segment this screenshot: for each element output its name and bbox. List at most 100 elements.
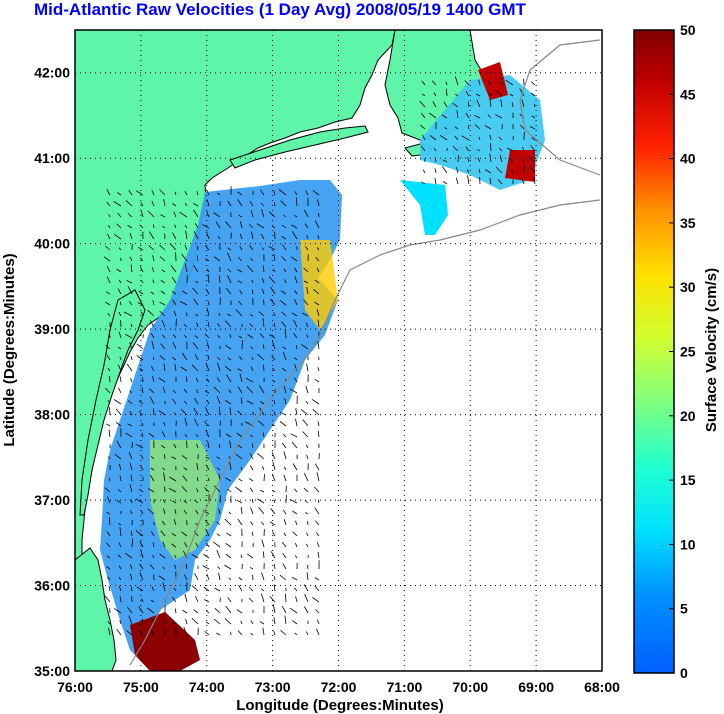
velocity-arrow — [148, 231, 155, 240]
velocity-arrow — [162, 225, 166, 229]
velocity-arrow — [161, 520, 166, 526]
velocity-arrow — [225, 320, 232, 328]
velocity-arrow — [281, 256, 287, 262]
velocity-arrow — [225, 605, 232, 614]
velocity-arrow — [181, 455, 188, 460]
velocity-arrow — [431, 80, 437, 86]
lon-tick-label: 71:00 — [386, 679, 422, 695]
velocity-arrow — [192, 287, 199, 295]
velocity-arrow — [163, 421, 166, 427]
velocity-arrow — [258, 420, 265, 427]
velocity-arrow — [195, 434, 199, 438]
velocity-arrow — [193, 230, 199, 240]
velocity-arrow — [461, 135, 470, 141]
velocity-arrow — [183, 324, 188, 328]
velocity-arrow — [454, 126, 459, 130]
velocity-arrow — [196, 322, 199, 328]
velocity-arrow — [268, 245, 276, 251]
velocity-arrow — [262, 318, 265, 328]
velocity-arrow — [240, 506, 243, 515]
velocity-arrow — [227, 313, 232, 317]
velocity-arrow — [169, 476, 177, 482]
velocity-arrow — [124, 552, 133, 559]
velocity-arrow — [495, 114, 503, 119]
velocity-field-high — [300, 240, 338, 330]
velocity-arrow — [191, 364, 199, 372]
velocity-arrow — [295, 418, 298, 427]
velocity-arrow — [490, 143, 492, 152]
velocity-arrow — [238, 300, 243, 306]
velocity-arrow — [530, 145, 536, 152]
velocity-arrow — [292, 531, 298, 537]
velocity-arrow — [118, 279, 122, 284]
velocity-arrow — [432, 101, 437, 108]
velocity-arrow — [181, 531, 188, 537]
velocity-arrow — [522, 159, 525, 163]
velocity-arrow — [205, 362, 210, 372]
velocity-arrow — [197, 245, 199, 251]
velocity-arrow — [261, 572, 265, 581]
velocity-arrow — [105, 291, 111, 295]
velocity-arrow — [108, 627, 111, 636]
velocity-arrow — [294, 555, 298, 559]
velocity-arrow — [213, 256, 221, 262]
velocity-arrow — [281, 311, 287, 317]
velocity-arrow — [206, 400, 210, 405]
velocity-arrow — [445, 81, 448, 86]
velocity-arrow — [116, 499, 122, 504]
velocity-arrow — [500, 77, 503, 86]
velocity-arrow — [109, 375, 111, 383]
velocity-arrow — [185, 618, 188, 625]
velocity-arrow — [204, 487, 210, 493]
velocity-arrow — [289, 388, 298, 394]
velocity-arrow — [106, 566, 111, 570]
velocity-arrow — [127, 213, 133, 218]
velocity-arrow — [162, 334, 166, 339]
velocity-arrow — [206, 378, 210, 383]
velocity-arrow — [529, 166, 536, 174]
velocity-arrow — [224, 564, 232, 570]
velocity-arrow — [455, 93, 459, 97]
velocity-arrow — [487, 114, 492, 119]
velocity-arrow — [118, 331, 122, 339]
velocity-arrow — [477, 148, 481, 152]
velocity-arrow — [129, 411, 133, 416]
velocity-arrow — [290, 433, 298, 438]
velocity-arrow — [240, 554, 243, 559]
velocity-arrow — [454, 135, 459, 141]
velocity-arrows — [103, 76, 536, 636]
velocity-arrow — [235, 309, 243, 317]
velocity-arrow — [236, 499, 243, 504]
velocity-arrow — [306, 363, 309, 372]
colorbar-tick-label: 10 — [680, 536, 696, 552]
velocity-arrow — [268, 276, 276, 284]
velocity-arrow — [151, 586, 155, 592]
velocity-arrow — [248, 478, 254, 482]
velocity-arrow — [300, 409, 309, 416]
velocity-arrow — [293, 298, 298, 306]
velocity-arrow — [237, 386, 243, 394]
velocity-arrow — [196, 377, 199, 383]
velocity-arrow — [191, 553, 199, 559]
velocity-arrow — [153, 224, 155, 229]
velocity-arrow — [263, 432, 265, 438]
velocity-arrow — [218, 275, 221, 284]
velocity-arrow — [250, 209, 254, 218]
velocity-arrow — [118, 489, 122, 493]
velocity-arrow — [282, 563, 287, 570]
velocity-arrow — [127, 423, 133, 427]
velocity-arrow — [181, 352, 188, 361]
velocity-arrow — [227, 200, 232, 207]
velocity-arrow — [303, 473, 309, 482]
velocity-arrow — [196, 477, 199, 482]
velocity-arrow — [317, 421, 320, 427]
velocity-arrow — [139, 266, 144, 273]
velocity-arrow — [135, 530, 144, 537]
velocity-arrow — [148, 432, 155, 438]
velocity-arrow — [205, 245, 210, 251]
velocity-arrow — [306, 334, 309, 339]
velocity-arrow — [147, 210, 155, 218]
velocity-arrow — [229, 461, 232, 471]
velocity-arrow — [161, 319, 166, 328]
velocity-arrow — [181, 486, 188, 493]
